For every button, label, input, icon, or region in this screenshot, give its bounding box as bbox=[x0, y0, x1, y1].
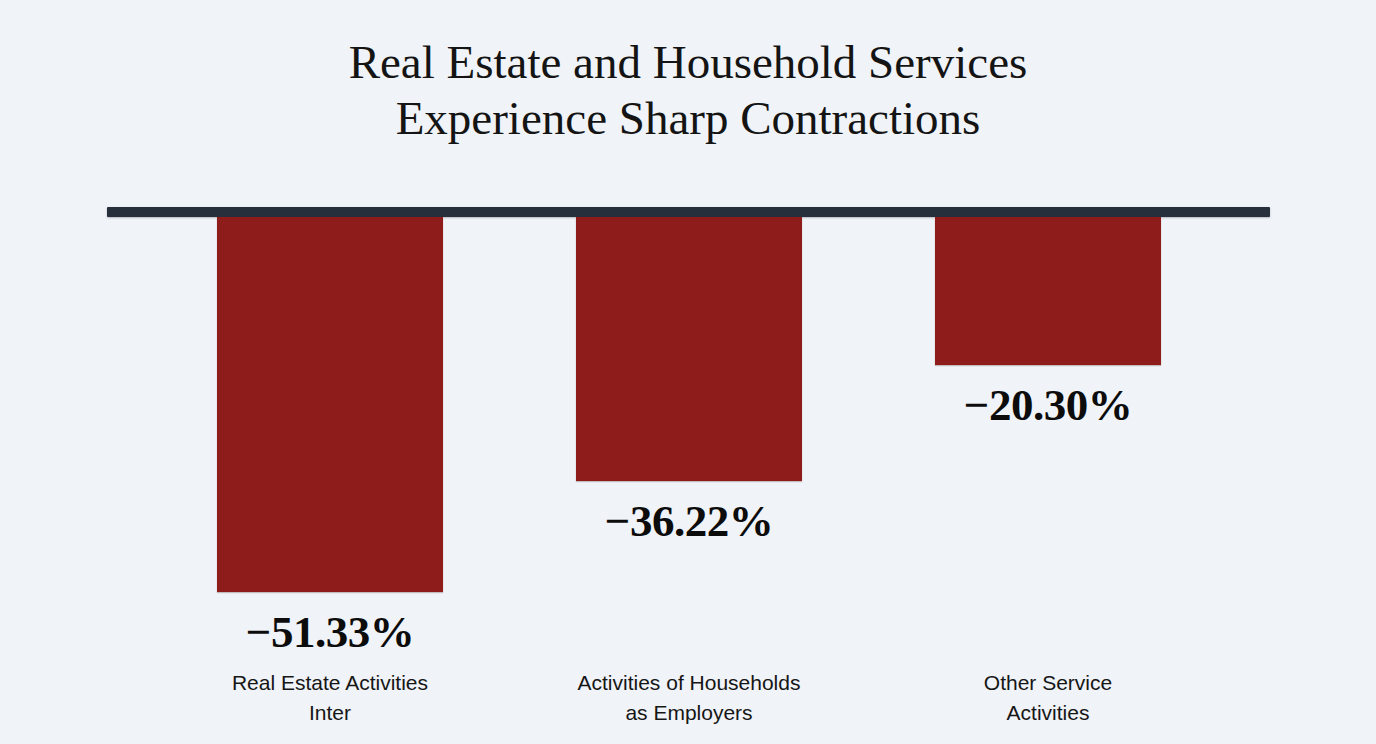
chart-title: Real Estate and Household Services Exper… bbox=[0, 34, 1376, 146]
bar-group: −20.30% bbox=[935, 217, 1161, 365]
bar-value-label: −20.30% bbox=[875, 379, 1221, 431]
bar-category-label: Real Estate Activities Inter bbox=[170, 668, 490, 728]
chart-title-line1: Real Estate and Household Services bbox=[0, 34, 1376, 90]
bar-group: −51.33% bbox=[217, 217, 443, 592]
bar-category-label: Other Service Activities bbox=[888, 668, 1208, 728]
bar bbox=[576, 217, 802, 481]
bar-chart: Real Estate and Household Services Exper… bbox=[0, 0, 1376, 744]
bar-category-label: Activities of Households as Employers bbox=[529, 668, 849, 728]
chart-title-line2: Experience Sharp Contractions bbox=[0, 90, 1376, 146]
bar-group: −36.22% bbox=[576, 217, 802, 481]
bar-value-label: −51.33% bbox=[157, 606, 503, 658]
bar-value-label: −36.22% bbox=[516, 495, 862, 547]
bar bbox=[935, 217, 1161, 365]
zero-axis-line bbox=[107, 207, 1270, 217]
bar bbox=[217, 217, 443, 592]
